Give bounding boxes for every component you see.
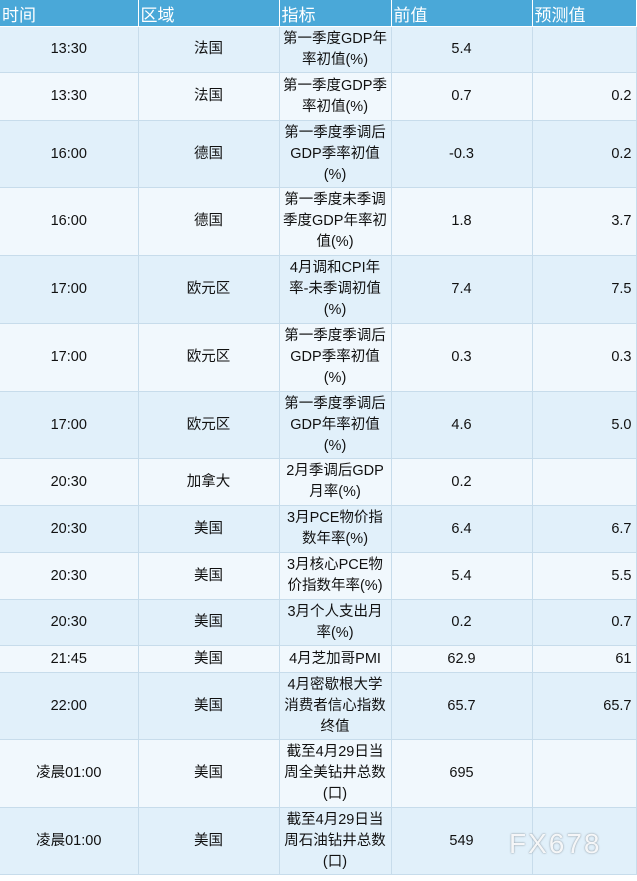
table-row: 13:30 法国 第一季度GDP季率初值(%) 0.7 0.2	[0, 72, 637, 121]
cell-forecast	[532, 26, 637, 73]
cell-indicator: 2月季调后GDP月率(%)	[279, 458, 392, 506]
cell-region: 美国	[138, 807, 280, 875]
cell-time: 16:00	[0, 120, 139, 188]
header-previous: 前值	[391, 0, 533, 27]
cell-time: 凌晨01:00	[0, 807, 139, 875]
table-row: 17:00 欧元区 第一季度季调后GDP季率初值(%) 0.3 0.3	[0, 323, 637, 392]
cell-forecast	[532, 739, 637, 808]
cell-previous: -0.3	[391, 120, 533, 188]
table-row: 13:30 法国 第一季度GDP年率初值(%) 5.4	[0, 26, 637, 73]
cell-previous: 5.4	[391, 26, 533, 73]
cell-indicator: 3月个人支出月率(%)	[279, 599, 392, 646]
cell-previous: 5.4	[391, 552, 533, 600]
cell-time: 凌晨01:00	[0, 739, 139, 808]
cell-region: 德国	[138, 187, 280, 256]
cell-forecast: 0.7	[532, 599, 637, 646]
cell-forecast: 0.2	[532, 72, 637, 121]
cell-indicator: 截至4月29日当周石油钻井总数(口)	[279, 807, 392, 875]
header-time: 时间	[0, 0, 139, 27]
cell-forecast: 5.5	[532, 552, 637, 600]
cell-indicator: 第一季度GDP年率初值(%)	[279, 26, 392, 73]
cell-indicator: 第一季度季调后GDP季率初值(%)	[279, 323, 392, 392]
cell-forecast: 0.3	[532, 323, 637, 392]
cell-time: 21:45	[0, 645, 139, 673]
cell-region: 德国	[138, 120, 280, 188]
header-indicator: 指标	[279, 0, 392, 27]
table-row: 16:00 德国 第一季度未季调季度GDP年率初值(%) 1.8 3.7	[0, 187, 637, 256]
table-row: 16:00 德国 第一季度季调后GDP季率初值(%) -0.3 0.2	[0, 120, 637, 188]
table-row: 22:00 美国 4月密歇根大学消费者信心指数终值 65.7 65.7	[0, 672, 637, 740]
table-row: 21:45 美国 4月芝加哥PMI 62.9 61	[0, 645, 637, 673]
cell-time: 16:00	[0, 187, 139, 256]
cell-previous: 65.7	[391, 672, 533, 740]
cell-indicator: 第一季度季调后GDP季率初值(%)	[279, 120, 392, 188]
table-row: 凌晨01:00 美国 截至4月29日当周全美钻井总数(口) 695	[0, 739, 637, 808]
cell-time: 20:30	[0, 552, 139, 600]
cell-time: 17:00	[0, 391, 139, 459]
cell-previous: 695	[391, 739, 533, 808]
cell-forecast: 61	[532, 645, 637, 673]
table-row: 凌晨01:00 美国 截至4月29日当周石油钻井总数(口) 549	[0, 807, 637, 875]
cell-previous: 549	[391, 807, 533, 875]
cell-previous: 0.2	[391, 458, 533, 506]
table-row: 17:00 欧元区 4月调和CPI年率-未季调初值(%) 7.4 7.5	[0, 255, 637, 324]
cell-region: 美国	[138, 645, 280, 673]
cell-forecast: 6.7	[532, 505, 637, 553]
table-row: 20:30 美国 3月PCE物价指数年率(%) 6.4 6.7	[0, 505, 637, 553]
table-row: 17:00 欧元区 第一季度季调后GDP年率初值(%) 4.6 5.0	[0, 391, 637, 459]
cell-region: 法国	[138, 72, 280, 121]
cell-region: 欧元区	[138, 323, 280, 392]
cell-previous: 0.3	[391, 323, 533, 392]
table-row: 20:30 加拿大 2月季调后GDP月率(%) 0.2	[0, 458, 637, 506]
cell-previous: 0.2	[391, 599, 533, 646]
cell-region: 美国	[138, 672, 280, 740]
cell-indicator: 3月PCE物价指数年率(%)	[279, 505, 392, 553]
cell-indicator: 3月核心PCE物价指数年率(%)	[279, 552, 392, 600]
table-row: 20:30 美国 3月核心PCE物价指数年率(%) 5.4 5.5	[0, 552, 637, 600]
header-row: 时间 区域 指标 前值 预测值	[0, 0, 637, 27]
cell-forecast: 7.5	[532, 255, 637, 324]
header-region: 区域	[138, 0, 280, 27]
cell-indicator: 截至4月29日当周全美钻井总数(口)	[279, 739, 392, 808]
cell-region: 欧元区	[138, 391, 280, 459]
cell-region: 加拿大	[138, 458, 280, 506]
cell-previous: 6.4	[391, 505, 533, 553]
cell-forecast: 0.2	[532, 120, 637, 188]
cell-previous: 4.6	[391, 391, 533, 459]
cell-region: 美国	[138, 505, 280, 553]
cell-forecast: 5.0	[532, 391, 637, 459]
cell-time: 20:30	[0, 458, 139, 506]
cell-indicator: 第一季度GDP季率初值(%)	[279, 72, 392, 121]
cell-previous: 0.7	[391, 72, 533, 121]
cell-indicator: 4月密歇根大学消费者信心指数终值	[279, 672, 392, 740]
table-row: 20:30 美国 3月个人支出月率(%) 0.2 0.7	[0, 599, 637, 646]
cell-region: 美国	[138, 552, 280, 600]
cell-region: 欧元区	[138, 255, 280, 324]
cell-forecast: 3.7	[532, 187, 637, 256]
cell-forecast	[532, 458, 637, 506]
cell-indicator: 4月调和CPI年率-未季调初值(%)	[279, 255, 392, 324]
cell-previous: 1.8	[391, 187, 533, 256]
cell-time: 17:00	[0, 255, 139, 324]
fx678-watermark: FX678	[509, 828, 602, 859]
cell-forecast	[532, 807, 637, 875]
cell-time: 13:30	[0, 26, 139, 73]
cell-previous: 62.9	[391, 645, 533, 673]
cell-time: 20:30	[0, 599, 139, 646]
cell-indicator: 第一季度未季调季度GDP年率初值(%)	[279, 187, 392, 256]
header-forecast: 预测值	[532, 0, 637, 27]
cell-time: 22:00	[0, 672, 139, 740]
cell-previous: 7.4	[391, 255, 533, 324]
cell-time: 13:30	[0, 72, 139, 121]
cell-indicator: 4月芝加哥PMI	[279, 645, 392, 673]
cell-region: 美国	[138, 739, 280, 808]
cell-region: 法国	[138, 26, 280, 73]
cell-indicator: 第一季度季调后GDP年率初值(%)	[279, 391, 392, 459]
cell-forecast: 65.7	[532, 672, 637, 740]
cell-time: 20:30	[0, 505, 139, 553]
cell-time: 17:00	[0, 323, 139, 392]
cell-region: 美国	[138, 599, 280, 646]
